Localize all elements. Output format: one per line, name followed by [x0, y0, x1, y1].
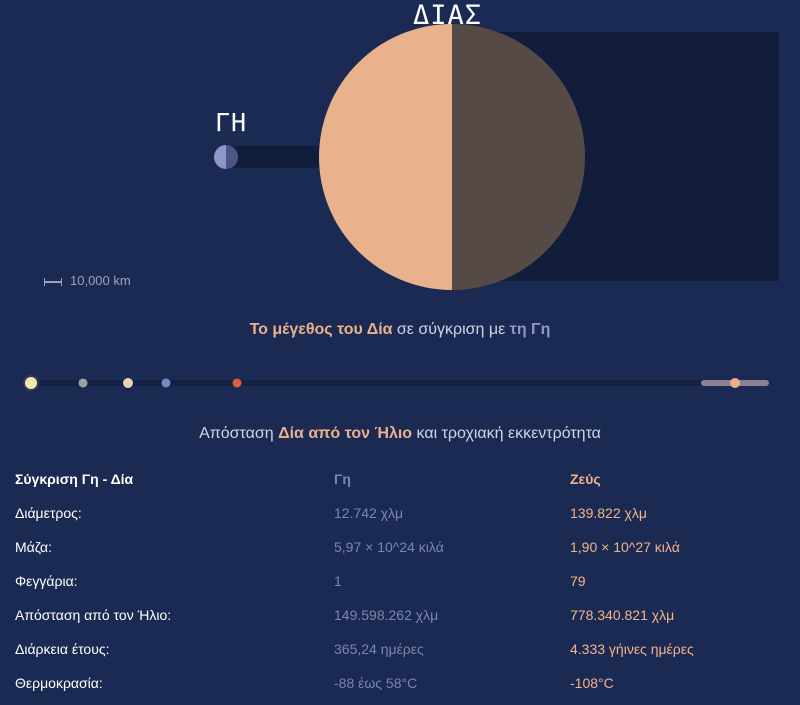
earth-value: 365,24 ημέρες: [334, 641, 424, 657]
earth-value: 12.742 χλμ: [334, 505, 404, 521]
table-row: Φεγγάρια: 1 79: [0, 564, 800, 598]
distance-caption-suffix: και τροχιακή εκκεντρότητα: [412, 425, 601, 442]
distance-caption-highlight: Δία από τον Ήλιο: [278, 425, 413, 442]
caption-earth-highlight: τη Γη: [509, 321, 551, 338]
venus-dot[interactable]: [123, 378, 133, 388]
orbit-distance-track: [24, 377, 769, 389]
caption-jupiter-highlight: Το μέγεθος του Δία: [249, 321, 393, 338]
earth-value: 1: [334, 573, 342, 589]
row-label: Φεγγάρια:: [15, 573, 78, 589]
table-row: Διάμετρος: 12.742 χλμ 139.822 χλμ: [0, 496, 800, 530]
table-row: Μάζα: 5,97 × 10^24 κιλά 1,90 × 10^27 κιλ…: [0, 530, 800, 564]
table-title: Σύγκριση Γη - Δία: [15, 471, 134, 487]
scale-label: 10,000 km: [70, 273, 131, 288]
jupiter-value: 79: [570, 573, 586, 589]
earth-column-header: Γη: [334, 471, 351, 487]
earth-lit-half: [214, 145, 226, 169]
jupiter-value: 778.340.821 χλμ: [570, 607, 675, 623]
table-row: Διάρκεια έτους: 365,24 ημέρες 4.333 γήιν…: [0, 632, 800, 666]
size-comparison-caption: Το μέγεθος του Δία σε σύγκριση με τη Γη: [0, 321, 800, 339]
caption-middle-text: σε σύγκριση με: [392, 321, 510, 338]
earth-dot[interactable]: [161, 378, 171, 388]
jupiter-value: 1,90 × 10^27 κιλά: [570, 539, 680, 555]
planet-size-visualization: [214, 24, 779, 290]
jupiter-column-header: Ζεύς: [570, 471, 601, 487]
jupiter-value: 139.822 χλμ: [570, 505, 647, 521]
row-label: Απόσταση από τον Ήλιο:: [15, 607, 172, 623]
scale-bar-icon: [44, 277, 62, 286]
earth-value: 5,97 × 10^24 κιλά: [334, 539, 444, 555]
earth-dark-half: [226, 145, 238, 169]
jupiter-dark-half: [452, 24, 585, 290]
row-label: Διάμετρος:: [15, 505, 82, 521]
table-row: Απόσταση από τον Ήλιο: 149.598.262 χλμ 7…: [0, 598, 800, 632]
comparison-table: Σύγκριση Γη - Δία Γη Ζεύς Διάμετρος: 12.…: [0, 462, 800, 700]
distance-caption: Απόσταση Δία από τον Ήλιο και τροχιακή ε…: [0, 425, 800, 443]
jupiter-value: -108°C: [570, 675, 614, 691]
table-header-row: Σύγκριση Γη - Δία Γη Ζεύς: [0, 462, 800, 496]
earth-value: -88 έως 58°C: [334, 675, 418, 691]
row-label: Μάζα:: [15, 539, 52, 555]
row-label: Διάρκεια έτους:: [15, 641, 110, 657]
jupiter-lit-half: [319, 24, 452, 290]
row-label: Θερμοκρασία:: [15, 675, 103, 691]
scale-indicator: 10,000 km: [44, 273, 131, 288]
earth-value: 149.598.262 χλμ: [334, 607, 439, 623]
mars-dot[interactable]: [232, 378, 242, 388]
earth-label: ΓΗ: [215, 108, 248, 137]
sun-dot[interactable]: [25, 377, 37, 389]
table-row: Θερμοκρασία: -88 έως 58°C -108°C: [0, 666, 800, 700]
jupiter-label: ΔΙΑΣ: [413, 0, 483, 31]
jupiter-dot[interactable]: [730, 378, 740, 388]
mercury-dot[interactable]: [78, 378, 88, 388]
jupiter-value: 4.333 γήινες ημέρες: [570, 641, 694, 657]
distance-caption-prefix: Απόσταση: [199, 425, 279, 442]
